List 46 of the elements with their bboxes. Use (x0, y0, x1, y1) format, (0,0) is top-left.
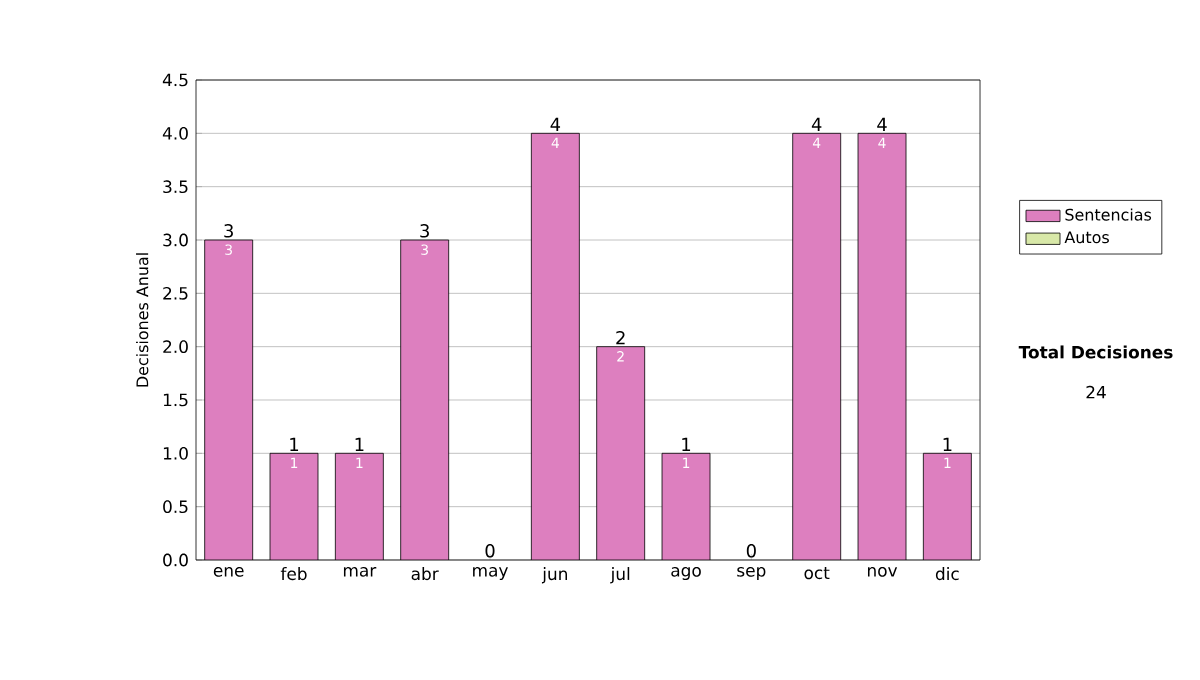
x-tick-label: jun (541, 567, 567, 584)
bar (204, 240, 253, 560)
y-tick-label: 4.0 (162, 126, 188, 140)
x-tick-label: dic (935, 567, 959, 581)
y-tick-label: 1.0 (163, 446, 188, 460)
y-tick-label: 0.5 (163, 500, 188, 514)
bar (335, 453, 384, 560)
bar (922, 452, 972, 560)
total-label: 1 (682, 437, 691, 451)
total-label: 0 (485, 544, 495, 558)
bar (270, 453, 319, 560)
y-tick-label: 2.0 (163, 340, 188, 354)
x-tick-label: oct (804, 567, 830, 580)
total-label: 4 (811, 117, 822, 131)
total-label: 1 (290, 437, 299, 451)
x-tick-label: jul (610, 567, 630, 584)
total-label: 2 (616, 330, 625, 345)
total-label: 4 (877, 117, 887, 131)
total-label: 1 (355, 437, 364, 451)
bar (661, 452, 711, 560)
bar (530, 132, 580, 560)
bar (596, 346, 646, 560)
x-tick-label: nov (867, 567, 898, 577)
x-tick-label: sep (737, 567, 766, 581)
x-tick-label: abr (411, 567, 439, 581)
bar (400, 240, 449, 560)
x-tick-label: feb (280, 567, 307, 581)
y-tick-label: 0.0 (163, 553, 188, 567)
y-tick-label: 1.5 (163, 393, 188, 407)
y-tick-label: 3.0 (163, 233, 188, 247)
y-tick-label: 2.5 (163, 286, 188, 300)
total-label: 1 (943, 437, 952, 451)
x-tick-label: may (473, 567, 508, 581)
total-label: 4 (550, 117, 561, 131)
total-label: 0 (746, 544, 756, 558)
text: Total Decisiones (1018, 345, 1173, 359)
y-tick-label: 4.5 (162, 73, 188, 87)
total-label: 3 (224, 224, 233, 238)
text: 24 (1086, 385, 1106, 399)
total-label: 3 (420, 224, 429, 238)
x-tick-label: ene (213, 567, 244, 577)
bar (792, 132, 842, 560)
bar (857, 132, 907, 560)
y-tick-label: 3.5 (163, 180, 188, 194)
x-tick-label: ago (671, 567, 701, 581)
x-tick-label: mar (343, 567, 377, 577)
